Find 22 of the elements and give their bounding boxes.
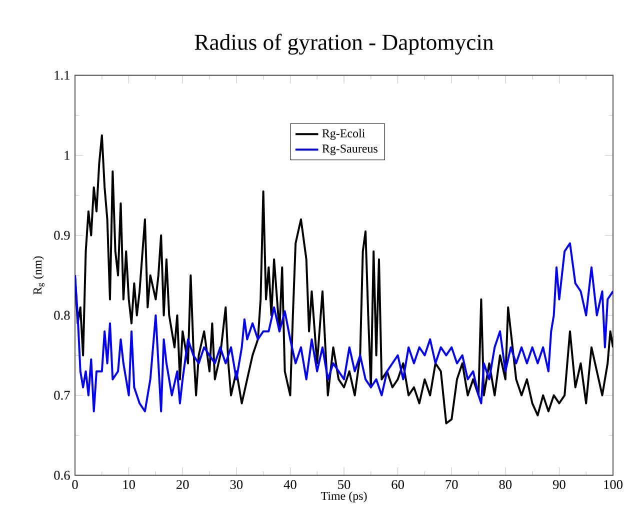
y-tick-label: 0.8: [54, 310, 70, 320]
x-tick-label: 80: [499, 480, 512, 490]
legend-label: Rg-Saureus: [322, 144, 378, 156]
legend-label: Rg-Ecoli: [322, 128, 366, 140]
y-tick-label: 1.1: [54, 70, 70, 80]
x-tick-label: 100: [604, 480, 623, 490]
x-axis-title: Time (ps): [320, 492, 367, 502]
chart-title: Radius of gyration - Daptomycin: [194, 34, 494, 55]
y-tick-label: 0.7: [54, 390, 70, 400]
x-tick-label: 90: [552, 480, 566, 490]
y-tick-label: 0.6: [54, 470, 70, 480]
x-tick-label: 60: [392, 480, 404, 490]
x-tick-label: 50: [338, 480, 350, 490]
x-tick-label: 20: [176, 480, 189, 490]
y-axis-title: R$_{g}$ (nm): [33, 256, 44, 294]
y-tick-label: 1: [64, 150, 70, 160]
x-tick-label: 40: [284, 480, 296, 490]
x-tick-label: 30: [230, 480, 243, 490]
y-tick-label: 0.9: [54, 230, 70, 240]
x-tick-label: 70: [446, 480, 458, 490]
x-tick-label: 10: [123, 480, 135, 490]
x-tick-label: 0: [72, 480, 78, 490]
